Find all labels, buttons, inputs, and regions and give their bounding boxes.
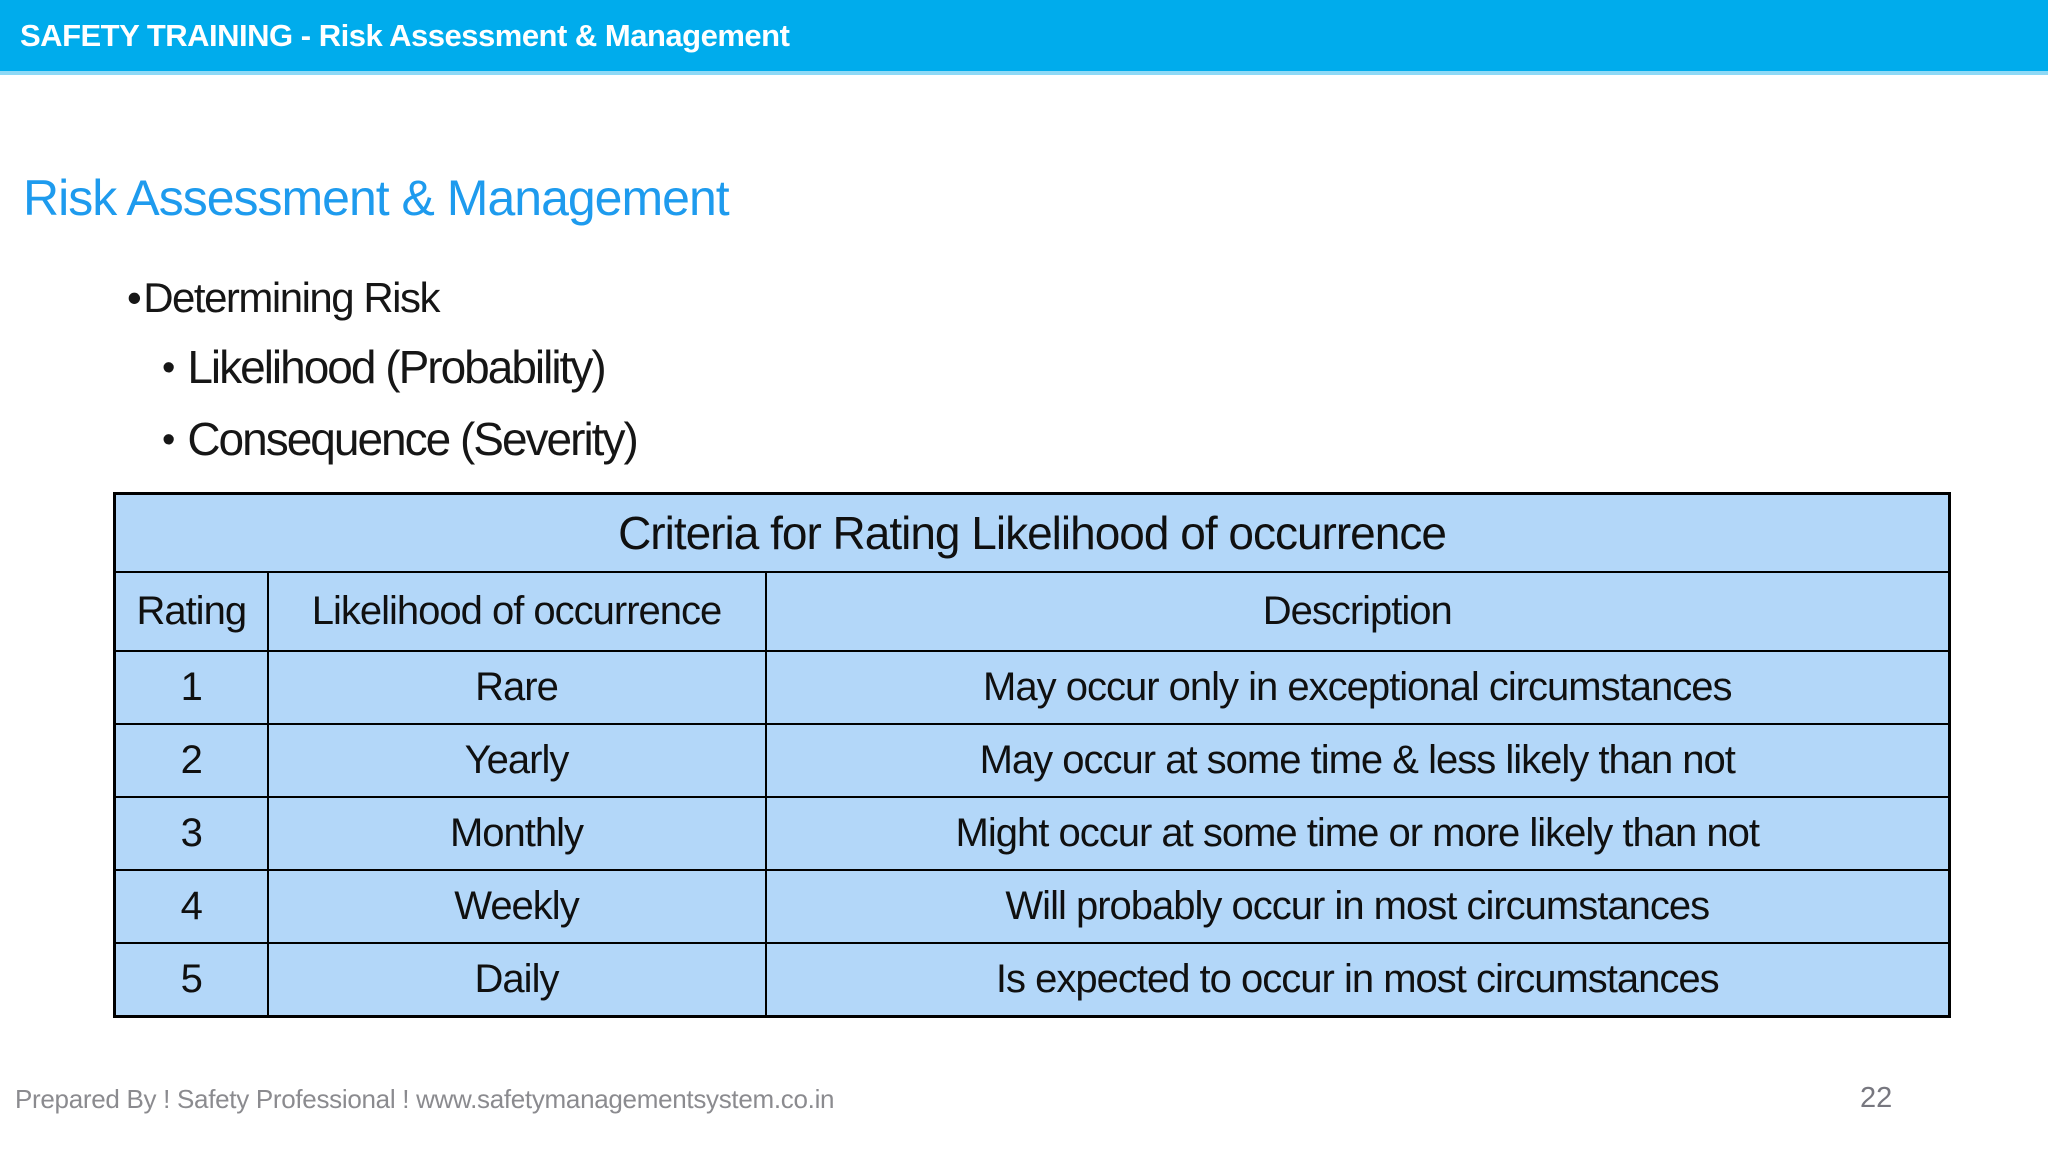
- cell-rating: 3: [113, 796, 269, 871]
- bullet-text: Consequence (Severity): [187, 413, 638, 465]
- bullet-marker: •: [162, 347, 175, 389]
- table-header-row: Rating Likelihood of occurrence Descript…: [113, 571, 1951, 652]
- cell-likelihood: Yearly: [266, 723, 767, 798]
- bullet-likelihood: • Likelihood (Probability): [162, 340, 607, 394]
- bullet-determining-risk: •Determining Risk: [127, 274, 440, 322]
- table-caption-row: Criteria for Rating Likelihood of occurr…: [113, 492, 1951, 573]
- top-banner: SAFETY TRAINING - Risk Assessment & Mana…: [0, 0, 2048, 75]
- bullet-consequence: • Consequence (Severity): [162, 412, 639, 466]
- cell-description: Is expected to occur in most circumstanc…: [764, 942, 1951, 1018]
- cell-rating: 5: [113, 942, 269, 1018]
- cell-description: Might occur at some time or more likely …: [764, 796, 1951, 871]
- table-row: 4 Weekly Will probably occur in most cir…: [113, 869, 1951, 944]
- column-header-likelihood: Likelihood of occurrence: [266, 571, 767, 652]
- cell-description: Will probably occur in most circumstance…: [764, 869, 1951, 944]
- cell-likelihood: Daily: [266, 942, 767, 1018]
- cell-rating: 2: [113, 723, 269, 798]
- page-number: 22: [1860, 1082, 1893, 1114]
- column-header-rating: Rating: [113, 571, 269, 652]
- cell-description: May occur only in exceptional circumstan…: [764, 650, 1951, 725]
- table-row: 5 Daily Is expected to occur in most cir…: [113, 942, 1951, 1018]
- likelihood-rating-table: Criteria for Rating Likelihood of occurr…: [113, 492, 1952, 1018]
- cell-description: May occur at some time & less likely tha…: [764, 723, 1951, 798]
- table-row: 2 Yearly May occur at some time & less l…: [113, 723, 1951, 798]
- cell-rating: 1: [113, 650, 269, 725]
- bullet-text: Determining Risk: [143, 274, 440, 321]
- cell-likelihood: Rare: [266, 650, 767, 725]
- banner-title: SAFETY TRAINING - Risk Assessment & Mana…: [20, 17, 790, 53]
- page-title: Risk Assessment & Management: [23, 170, 730, 226]
- column-header-description: Description: [764, 571, 1951, 652]
- cell-rating: 4: [113, 869, 269, 944]
- cell-likelihood: Monthly: [266, 796, 767, 871]
- bullet-text: Likelihood (Probability): [187, 341, 606, 393]
- table-caption: Criteria for Rating Likelihood of occurr…: [113, 492, 1951, 573]
- cell-likelihood: Weekly: [266, 869, 767, 944]
- footer-prepared-by: Prepared By ! Safety Professional ! www.…: [15, 1084, 835, 1114]
- bullet-marker: •: [162, 419, 175, 461]
- bullet-marker: •: [127, 274, 142, 321]
- table-row: 1 Rare May occur only in exceptional cir…: [113, 650, 1951, 725]
- table-row: 3 Monthly Might occur at some time or mo…: [113, 796, 1951, 871]
